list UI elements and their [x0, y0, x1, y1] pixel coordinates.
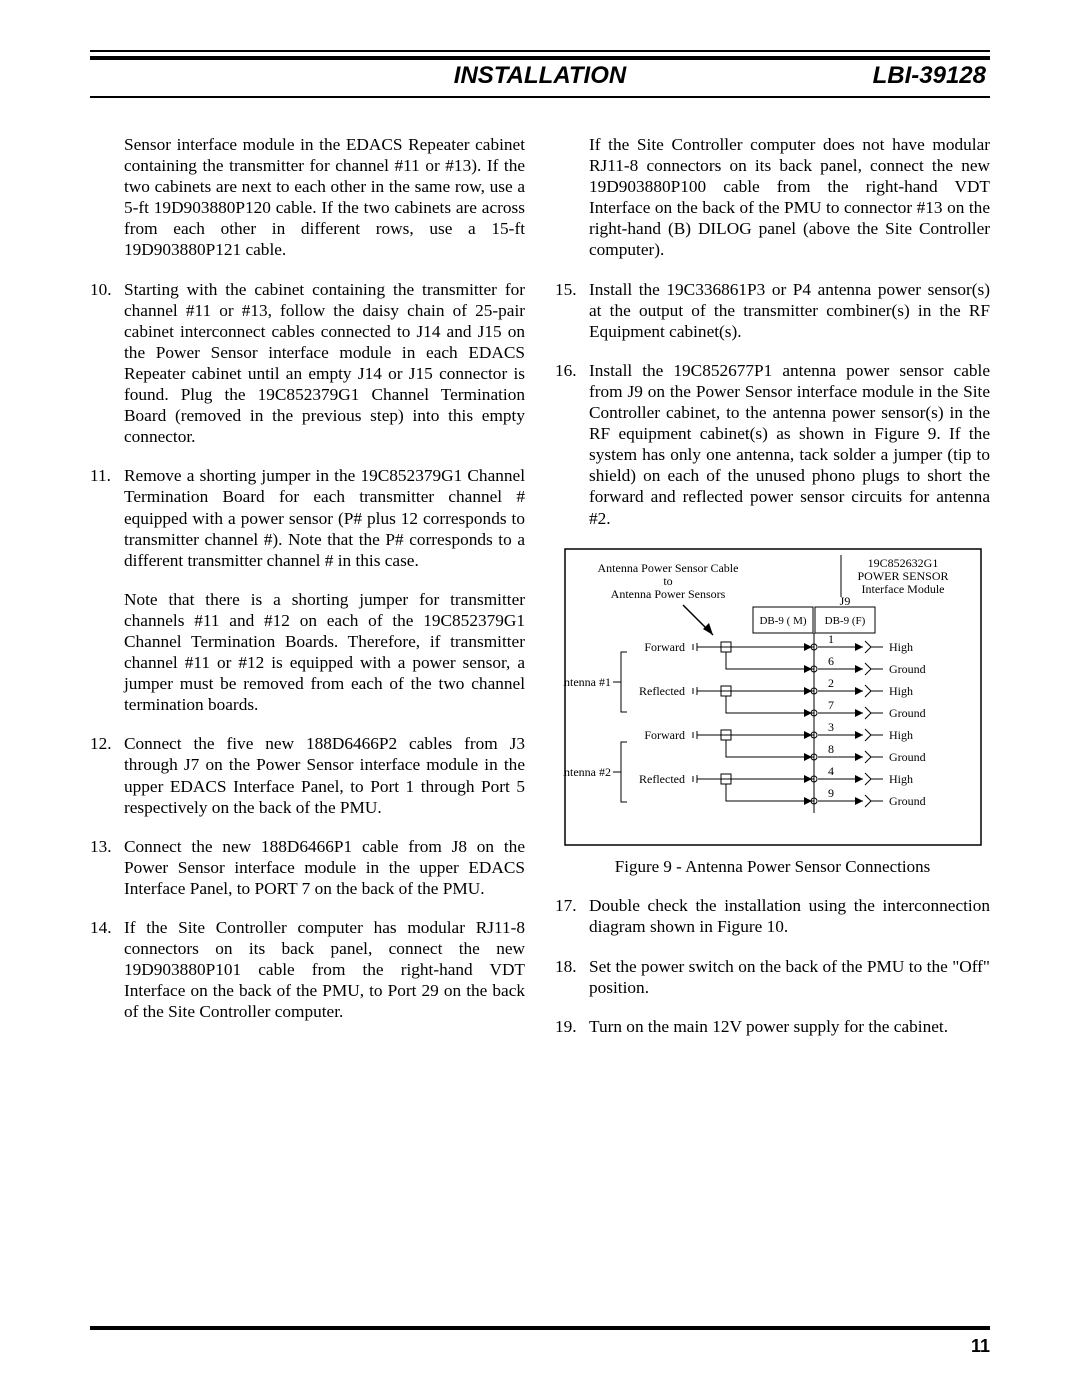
svg-text:3: 3 [828, 720, 834, 734]
step-number: 15. [555, 279, 589, 342]
module-title-1: 19C852632G1 [867, 556, 938, 570]
step-number: 14. [90, 917, 124, 1022]
figure-caption: Figure 9 - Antenna Power Sensor Connecti… [555, 857, 990, 878]
step-body: Connect the new 188D6466P1 cable from J8… [124, 836, 525, 899]
svg-text:High: High [889, 684, 913, 698]
module-title-3: Interface Module [861, 582, 944, 596]
svg-text:High: High [889, 728, 913, 742]
steps-right-2: 17. Double check the installation using … [555, 895, 990, 1036]
step-14: 14. If the Site Controller computer has … [90, 917, 525, 1022]
svg-text:Reflected: Reflected [639, 772, 685, 786]
svg-text:High: High [889, 640, 913, 654]
page-footer: 11 [90, 1326, 990, 1357]
step-body: Set the power switch on the back of the … [589, 956, 990, 998]
db9f-label: DB-9 (F) [824, 615, 865, 627]
step-13: 13. Connect the new 188D6466P1 cable fro… [90, 836, 525, 899]
cable-label-1: Antenna Power Sensor Cable [597, 561, 738, 575]
svg-text:Forward: Forward [644, 728, 685, 742]
intro-continuation: Sensor interface module in the EDACS Rep… [124, 134, 525, 261]
step-18: 18. Set the power switch on the back of … [555, 956, 990, 998]
step-number: 13. [90, 836, 124, 899]
svg-text:Ground: Ground [889, 706, 926, 720]
svg-text:Forward: Forward [644, 640, 685, 654]
step-16: 16. Install the 19C852677P1 antenna powe… [555, 360, 990, 529]
svg-text:1: 1 [828, 632, 834, 646]
step-body: If the Site Controller computer has modu… [124, 917, 525, 1022]
step-number: 17. [555, 895, 589, 937]
cable-label-3: Antenna Power Sensors [610, 587, 725, 601]
step-11-note: Note that there is a shorting jumper for… [124, 589, 525, 716]
step-body: Install the 19C336861P3 or P4 antenna po… [589, 279, 990, 342]
svg-text:High: High [889, 772, 913, 786]
svg-text:Ground: Ground [889, 750, 926, 764]
step-body: Double check the installation using the … [589, 895, 990, 937]
page-header: INSTALLATION LBI-39128 [90, 62, 990, 96]
svg-text:9: 9 [828, 786, 834, 800]
step-14-continuation: If the Site Controller computer does not… [589, 134, 990, 261]
figure-9-svg: 19C852632G1 POWER SENSOR Interface Modul… [563, 547, 983, 847]
header-doc-id: LBI-39128 [836, 62, 986, 90]
step-number: 18. [555, 956, 589, 998]
step-number: 12. [90, 733, 124, 817]
header-rule-bottom [90, 96, 990, 98]
steps-left-2: 12. Connect the five new 188D6466P2 cabl… [90, 733, 525, 1022]
step-10: 10. Starting with the cabinet containing… [90, 279, 525, 448]
antenna2-label: Antenna #2 [563, 765, 611, 779]
step-body: Turn on the main 12V power supply for th… [589, 1016, 990, 1037]
step-number: 16. [555, 360, 589, 529]
db9m-label: DB-9 ( M) [759, 615, 806, 627]
step-number: 19. [555, 1016, 589, 1037]
step-body: Install the 19C852677P1 antenna power se… [589, 360, 990, 529]
step-body: Connect the five new 188D6466P2 cables f… [124, 733, 525, 817]
svg-text:6: 6 [828, 654, 834, 668]
figure-9: 19C852632G1 POWER SENSOR Interface Modul… [555, 547, 990, 878]
step-19: 19. Turn on the main 12V power supply fo… [555, 1016, 990, 1037]
steps-left: 10. Starting with the cabinet containing… [90, 279, 525, 571]
j9-label: J9 [839, 594, 850, 608]
step-17: 17. Double check the installation using … [555, 895, 990, 937]
svg-text:4: 4 [828, 764, 834, 778]
right-column: If the Site Controller computer does not… [555, 134, 990, 1055]
svg-text:7: 7 [828, 698, 834, 712]
step-12: 12. Connect the five new 188D6466P2 cabl… [90, 733, 525, 817]
content-columns: Sensor interface module in the EDACS Rep… [90, 134, 990, 1055]
step-body: Starting with the cabinet containing the… [124, 279, 525, 448]
step-11: 11. Remove a shorting jumper in the 19C8… [90, 465, 525, 570]
cable-label-2: to [663, 574, 672, 588]
page-number: 11 [90, 1336, 990, 1357]
svg-text:Ground: Ground [889, 662, 926, 676]
step-number: 11. [90, 465, 124, 570]
left-column: Sensor interface module in the EDACS Rep… [90, 134, 525, 1055]
svg-text:2: 2 [828, 676, 834, 690]
module-title-2: POWER SENSOR [857, 569, 948, 583]
steps-right: 15. Install the 19C336861P3 or P4 antenn… [555, 279, 990, 529]
svg-text:Ground: Ground [889, 794, 926, 808]
svg-text:8: 8 [828, 742, 834, 756]
pin-rows: 1 High 6 Ground 2 High 7 Ground 3 High 8 Ground 4 Hig… [639, 632, 926, 813]
header-rule-top [90, 50, 990, 60]
step-15: 15. Install the 19C336861P3 or P4 antenn… [555, 279, 990, 342]
header-title: INSTALLATION [244, 62, 836, 90]
footer-rule [90, 1326, 990, 1330]
step-number: 10. [90, 279, 124, 448]
svg-text:Reflected: Reflected [639, 684, 685, 698]
step-body: Remove a shorting jumper in the 19C85237… [124, 465, 525, 570]
antenna1-label: Antenna #1 [563, 675, 611, 689]
page: INSTALLATION LBI-39128 Sensor interface … [0, 0, 1080, 1397]
